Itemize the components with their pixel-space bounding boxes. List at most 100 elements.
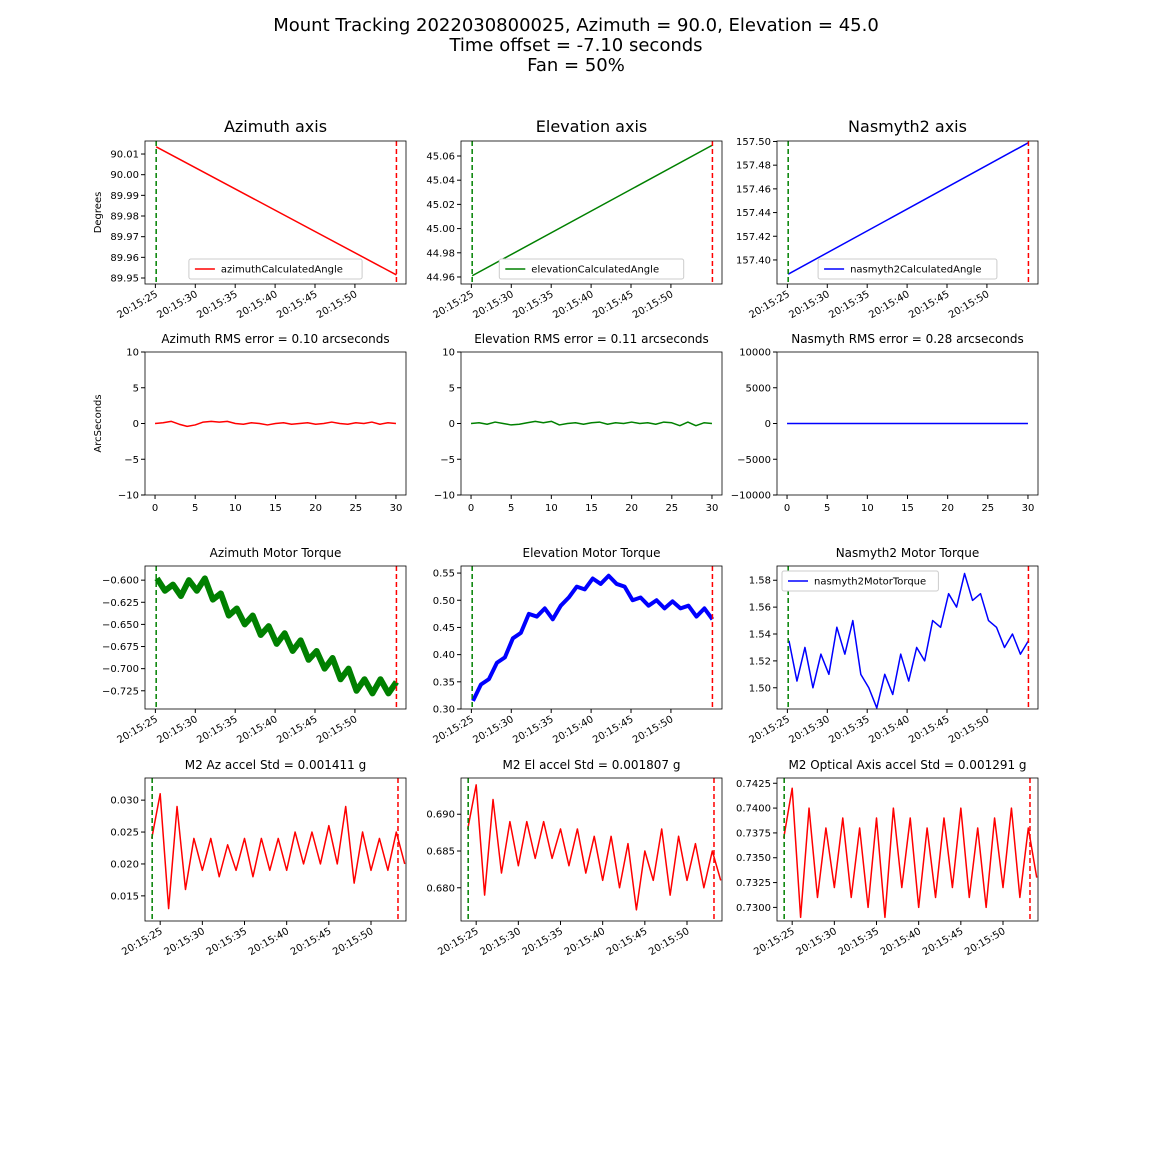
x-tick-label: 20:15:35 <box>837 926 881 958</box>
data-line <box>787 142 1029 275</box>
axes-frame <box>460 777 723 922</box>
x-tick-label: 20:15:25 <box>747 714 791 746</box>
x-tick-label: 20:15:40 <box>551 714 595 746</box>
y-tick-label: 90.01 <box>110 150 139 161</box>
y-tick-label: 90.00 <box>110 170 139 181</box>
data-line <box>154 575 399 697</box>
y-tick-label: 45.06 <box>426 152 455 163</box>
y-tick-label: −10 <box>118 491 139 502</box>
x-tick-label: 20:15:35 <box>521 926 565 958</box>
subplot-title: M2 El accel Std = 0.001807 g <box>503 758 681 772</box>
y-tick-label: 0 <box>449 419 455 430</box>
x-tick-label: 10 <box>545 503 558 514</box>
data-line <box>788 572 1030 709</box>
y-tick-label: 0.680 <box>426 883 455 894</box>
axes-frame <box>460 565 723 710</box>
legend-box <box>781 570 939 592</box>
x-tick-label: 20:15:25 <box>115 714 159 746</box>
x-tick-label: 20:15:40 <box>867 714 911 746</box>
data-line <box>467 784 722 911</box>
legend-label: nasmyth2MotorTorque <box>814 577 926 588</box>
legend-box <box>498 258 685 280</box>
legend-label: elevationCalculatedAngle <box>531 265 659 276</box>
y-tick-label: 44.98 <box>426 248 455 259</box>
y-tick-label: 0.7375 <box>736 828 771 839</box>
y-tick-label: 0.7300 <box>736 903 771 914</box>
subplot-title: Azimuth RMS error = 0.10 arcseconds <box>161 332 389 346</box>
x-tick-label: 10 <box>229 503 242 514</box>
y-tick-label: 0.50 <box>433 596 455 607</box>
y-tick-label: −0.625 <box>102 598 139 609</box>
subplot: Azimuth Motor Torque20:15:2520:15:3020:1… <box>102 546 407 746</box>
plot-area <box>154 566 399 709</box>
y-tick-label: 0.025 <box>110 828 139 839</box>
x-tick-label: 20:15:30 <box>155 714 199 746</box>
x-tick-label: 20:15:45 <box>591 714 635 746</box>
x-tick-label: 20:15:40 <box>563 926 607 958</box>
subplot-title: Elevation axis <box>536 117 647 136</box>
x-tick-label: 20:15:35 <box>195 714 239 746</box>
subplot: Azimuth axisDegrees20:15:2520:15:3020:15… <box>93 117 407 321</box>
x-tick-label: 10 <box>861 503 874 514</box>
y-tick-label: 45.04 <box>426 176 455 187</box>
axes-frame <box>460 351 723 496</box>
plot-area <box>787 141 1030 284</box>
x-tick-label: 20:15:50 <box>631 714 675 746</box>
y-tick-label: 0.7350 <box>736 853 771 864</box>
y-tick-label: −5000 <box>737 455 771 466</box>
y-tick-label: 89.96 <box>110 253 139 264</box>
figure-subtitle: Fan = 50% <box>527 55 625 76</box>
y-tick-label: 0 <box>133 419 139 430</box>
y-tick-label: −0.650 <box>102 620 139 631</box>
axes-frame <box>776 777 1039 922</box>
axes-frame <box>144 565 407 710</box>
subplot-title: Elevation RMS error = 0.11 arcseconds <box>474 332 709 346</box>
x-tick-label: 20:15:45 <box>921 926 965 958</box>
x-tick-label: 20:15:50 <box>631 289 675 321</box>
y-tick-label: 157.46 <box>736 184 771 195</box>
y-axis-label: ArcSeconds <box>93 394 104 452</box>
plot-area <box>154 420 397 428</box>
y-tick-label: 89.99 <box>110 191 139 202</box>
y-tick-label: −0.725 <box>102 686 139 697</box>
data-line <box>155 146 397 276</box>
subplot: Nasmyth2 Motor Torque20:15:2520:15:3020:… <box>747 546 1039 746</box>
x-tick-label: 0 <box>468 503 474 514</box>
y-tick-label: 0.015 <box>110 891 139 902</box>
y-tick-label: 5 <box>133 383 139 394</box>
axes-frame <box>776 351 1039 496</box>
y-tick-label: −0.675 <box>102 642 139 653</box>
y-tick-label: 89.97 <box>110 232 139 243</box>
legend-box <box>817 258 998 280</box>
data-line <box>471 573 715 702</box>
y-tick-label: −10 <box>434 491 455 502</box>
subplot: Elevation Motor Torque20:15:2520:15:3020… <box>431 546 723 746</box>
y-tick-label: −0.600 <box>102 576 139 587</box>
x-tick-label: 20:15:50 <box>947 289 991 321</box>
x-tick-label: 25 <box>665 503 678 514</box>
subplot: Nasmyth RMS error = 0.28 arcseconds 0 5 10 1… <box>731 332 1039 514</box>
x-tick-label: 20:15:45 <box>907 714 951 746</box>
y-tick-label: 10000 <box>739 348 771 359</box>
x-tick-label: 20:15:45 <box>907 289 951 321</box>
data-line <box>151 793 406 910</box>
x-tick-label: 20:15:50 <box>315 289 359 321</box>
plot-area <box>471 141 714 284</box>
y-tick-label: −5 <box>440 455 455 466</box>
y-tick-label: 89.98 <box>110 212 139 223</box>
x-tick-label: 20:15:50 <box>315 714 359 746</box>
y-tick-label: 0.45 <box>433 623 455 634</box>
figure-title: Mount Tracking 2022030800025, Azimuth = … <box>273 15 879 36</box>
x-tick-label: 20:15:25 <box>115 289 159 321</box>
x-tick-label: 15 <box>585 503 598 514</box>
subplot-title: Nasmyth RMS error = 0.28 arcseconds <box>791 332 1024 346</box>
y-tick-label: 1.52 <box>749 656 771 667</box>
y-tick-label: 89.95 <box>110 274 139 285</box>
y-tick-label: 0.35 <box>433 677 455 688</box>
x-tick-label: 20:15:35 <box>827 289 871 321</box>
subplot: M2 Optical Axis accel Std = 0.001291 g 20… <box>736 758 1039 958</box>
x-tick-label: 25 <box>349 503 362 514</box>
x-tick-label: 20:15:25 <box>431 289 475 321</box>
x-tick-label: 20:15:45 <box>275 289 319 321</box>
